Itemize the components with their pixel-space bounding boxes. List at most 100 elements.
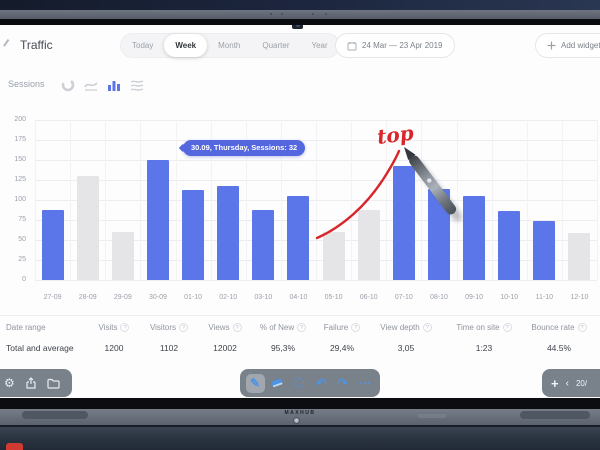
x-tick-label: 04-10 (289, 294, 308, 301)
help-icon[interactable]: ? (577, 323, 587, 332)
home-button[interactable] (293, 416, 300, 424)
x-tick-label: 11-10 (535, 294, 553, 301)
add-widget-button[interactable]: Add widget (535, 33, 600, 58)
chart-bar-08-10[interactable] (427, 188, 450, 280)
stat-col-bounce-rate: Bounce rate? 44.5% (526, 323, 592, 353)
period-tabs: Today Week Month Quarter Year (120, 33, 340, 58)
stat-label: Failure (323, 323, 349, 332)
bezel-highlight (418, 414, 446, 418)
page-indicator: 20/ (575, 378, 588, 388)
stat-header: Bounce rate? (531, 323, 587, 332)
stat-value: 3,05 (397, 343, 415, 353)
help-icon[interactable]: ? (502, 323, 512, 332)
bezel-top-frame (0, 10, 600, 29)
lasso-tool-button[interactable] (290, 374, 309, 393)
stat-value: 12002 (213, 343, 237, 353)
gridline (140, 120, 142, 280)
stat-header: Visits? (99, 323, 130, 332)
chart-bar-02-10[interactable] (217, 185, 240, 280)
tab-year[interactable]: Year (311, 41, 328, 50)
stat-header: Time on site? (456, 323, 512, 332)
chart-tooltip: 30.09, Thursday, Sessions: 32 (178, 140, 306, 156)
prev-page-button[interactable]: ‹ (565, 377, 569, 389)
calendar-icon (347, 41, 357, 50)
add-page-button[interactable]: + (551, 375, 559, 391)
gridline (421, 120, 423, 280)
stat-col-views: Views? 12002 (198, 323, 252, 353)
help-icon[interactable]: ? (351, 323, 361, 332)
x-tick-label: 30-09 (148, 294, 167, 301)
stat-label: View depth (380, 323, 420, 332)
chart-bar-27-09[interactable] (41, 210, 64, 280)
chart-bar-12-10[interactable] (568, 232, 591, 280)
tab-today[interactable]: Today (132, 41, 154, 50)
metric-label: Sessions (8, 79, 45, 89)
x-tick-label: 03-10 (254, 294, 273, 301)
help-icon[interactable]: ? (232, 323, 242, 332)
stat-label: Time on site (456, 323, 500, 332)
speaker-grille (22, 410, 88, 419)
help-icon[interactable]: ? (179, 323, 189, 332)
stat-label: Date range (6, 323, 46, 332)
chart-bar-05-10[interactable] (322, 232, 345, 280)
eraser-tool-button[interactable] (268, 374, 287, 393)
help-icon[interactable]: ? (422, 323, 432, 332)
tab-month[interactable]: Month (218, 41, 241, 50)
gridline (175, 120, 177, 280)
chart-bar-03-10[interactable] (252, 210, 275, 280)
undo-button[interactable]: ↶ (312, 374, 331, 393)
chart-bar-09-10[interactable] (463, 196, 486, 280)
y-tick-label: 50 (18, 236, 26, 243)
area-chart-icon[interactable] (129, 77, 145, 93)
gridline (526, 120, 528, 280)
stat-label: Views (208, 323, 230, 332)
donut-chart-icon[interactable] (60, 77, 76, 93)
folder-icon[interactable] (47, 378, 60, 389)
x-tick-label: 29-09 (113, 294, 132, 301)
tab-week[interactable]: Week (164, 34, 208, 57)
stat-value: 1200 (104, 343, 124, 353)
help-icon[interactable]: ? (120, 323, 130, 332)
chart-bar-28-09[interactable] (76, 176, 99, 280)
stat-label: Bounce rate (531, 323, 575, 332)
x-tick-label: 07-10 (394, 294, 413, 301)
chart-bar-01-10[interactable] (182, 190, 205, 280)
chart-bar-06-10[interactable] (357, 210, 380, 280)
stat-value: 1:23 (475, 343, 493, 353)
gridline (35, 120, 36, 280)
bar-chart-icon[interactable] (106, 77, 122, 93)
sessions-bar-chart: 30.09, Thursday, Sessions: 32 0 25 50 75 100… (0, 110, 600, 310)
x-tick-label: 12-10 (570, 294, 589, 301)
bezel-bottom-frame (0, 409, 600, 426)
chart-bar-29-09[interactable] (111, 232, 134, 280)
export-icon[interactable] (25, 376, 37, 390)
more-tools-button[interactable]: ⋯ (356, 374, 375, 393)
lasso-icon (294, 378, 304, 388)
stat-col-visits: Visits? 1200 (88, 323, 140, 353)
eraser-icon (271, 378, 283, 388)
gridline (35, 280, 597, 281)
date-range-picker[interactable]: 24 Mar — 23 Apr 2019 (335, 33, 455, 58)
chart-bar-04-10[interactable] (287, 196, 310, 280)
x-tick-label: 06-10 (359, 294, 378, 301)
chart-bar-07-10[interactable] (392, 165, 415, 280)
settings-icon[interactable]: ⚙ (4, 376, 15, 390)
stats-table: Date range Total and average Visits? 1200 Vi… (0, 315, 600, 373)
tooltip-arrow (178, 143, 188, 153)
pen-tool-button[interactable]: ✎ (245, 373, 265, 393)
file-toolbar: ⚙ (0, 369, 72, 397)
chart-bar-10-10[interactable] (498, 211, 521, 280)
sensor-dot (312, 13, 314, 15)
gridline (70, 120, 72, 280)
help-icon[interactable]: ? (297, 323, 307, 332)
drag-handle-icon (3, 39, 9, 47)
redo-button[interactable]: ↷ (334, 374, 353, 393)
stat-header: Visitors? (150, 323, 189, 332)
line-chart-icon[interactable] (83, 77, 99, 93)
chart-bar-11-10[interactable] (533, 220, 556, 280)
y-tick-label: 100 (14, 196, 26, 203)
tab-quarter[interactable]: Quarter (262, 41, 290, 50)
x-tick-label: 05-10 (324, 294, 343, 301)
chart-bar-30-09[interactable] (146, 160, 169, 280)
